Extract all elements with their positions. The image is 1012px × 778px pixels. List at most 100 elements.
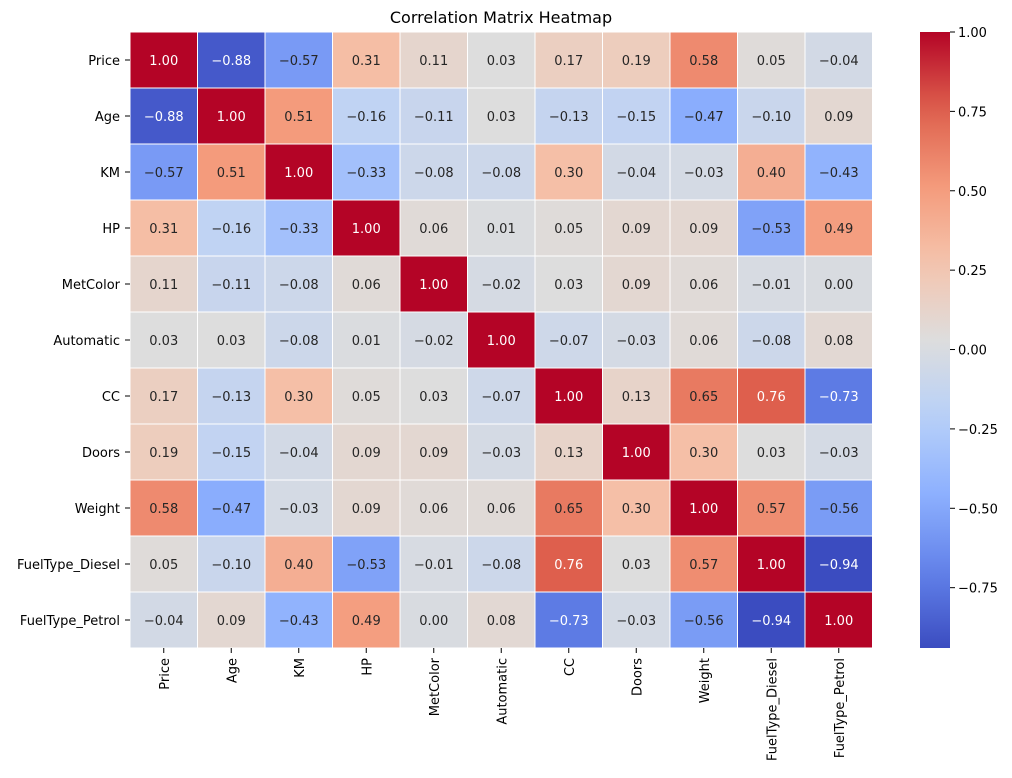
cell-value-label: 0.08 [824,334,853,349]
cell-value-label: −0.08 [481,166,521,181]
colorbar-tick-label: 0.25 [958,264,987,279]
cell-value-label: 0.00 [419,614,448,629]
cell-value-label: 0.13 [622,390,651,405]
heatmap-cell [399,143,468,201]
heatmap-cell [332,535,401,593]
cell-value-label: −0.02 [481,278,521,293]
cell-value-label: −0.02 [414,334,454,349]
cell-value-label: 0.09 [352,446,381,461]
cell-value-label: −0.11 [211,278,251,293]
cell-value-label: −0.07 [549,334,589,349]
y-tick-label: Age [95,110,120,125]
cell-value-label: 0.13 [554,446,583,461]
heatmap-cell [737,479,806,537]
heatmap-cell [399,87,468,145]
x-tick-label: Age [225,658,240,683]
colorbar-tick-label: 0.75 [958,105,987,120]
cell-value-label: 0.09 [824,110,853,125]
cell-value-label: −0.03 [279,502,319,517]
cell-value-label: 0.09 [689,222,718,237]
cell-value-label: −0.13 [211,390,251,405]
colorbar: 1.00 0.75 0.50 0.25 0.00 −0.25 −0.50 −0.75 [920,26,998,648]
heatmap-cell [129,31,198,89]
cell-value-label: −0.33 [279,222,319,237]
heatmap-cell [129,87,198,145]
cell-value-label: −0.08 [279,334,319,349]
heatmap-cell [129,367,198,425]
heatmap-cell [669,591,738,649]
cell-value-label: −0.33 [346,166,386,181]
heatmap-cell [264,367,333,425]
heatmap-cell [602,31,671,89]
heatmap-cell [264,535,333,593]
heatmap-cell [467,31,536,89]
heatmap-cell [197,31,266,89]
heatmap-cell [737,591,806,649]
heatmap-cell [129,255,198,313]
cell-value-label: 0.03 [149,334,178,349]
x-tick-label: FuelType_Diesel [765,658,780,761]
cell-value-label: −0.04 [616,166,656,181]
colorbar-tick-label: 0.00 [958,344,987,359]
cell-value-label: 0.31 [352,54,381,69]
heatmap-cell [804,31,873,89]
heatmap-cell [534,423,603,481]
cell-value-label: 0.30 [622,502,651,517]
cell-value-label: −0.03 [684,166,724,181]
heatmap-cell [534,255,603,313]
colorbar-tick-label: −0.50 [958,502,998,517]
heatmap-cell [804,535,873,593]
heatmap-cell [669,87,738,145]
cell-value-label: 0.03 [217,334,246,349]
heatmap-cell [804,143,873,201]
heatmap-cell [197,591,266,649]
cell-value-label: −0.01 [751,278,791,293]
cell-value-label: 0.01 [487,222,516,237]
y-tick-label: MetColor [62,278,121,293]
cell-value-label: −0.03 [616,334,656,349]
heatmap-cell [534,479,603,537]
cell-value-label: −0.08 [481,558,521,573]
heatmap-cell [399,423,468,481]
cell-value-label: −0.03 [819,446,859,461]
cell-value-label: 0.05 [352,390,381,405]
cell-value-label: 0.05 [554,222,583,237]
heatmap-cell [264,87,333,145]
cell-value-label: −0.88 [144,110,184,125]
cell-value-label: 0.51 [217,166,246,181]
cell-value-label: −0.88 [211,54,251,69]
heatmap-cell [737,255,806,313]
cell-value-label: 0.03 [757,446,786,461]
heatmap-cell [197,423,266,481]
y-tick-label: FuelType_Diesel [17,558,120,573]
cell-value-label: −0.47 [211,502,251,517]
cell-value-label: 1.00 [352,222,381,237]
heatmap-cell [467,423,536,481]
colorbar-tick-label: −0.75 [958,582,998,597]
cell-value-label: −0.03 [616,614,656,629]
heatmap-cell [264,31,333,89]
heatmap-cell [332,199,401,257]
cell-value-label: 0.65 [554,502,583,517]
cell-value-label: 1.00 [554,390,583,405]
cell-value-label: −0.56 [684,614,724,629]
cell-value-label: 0.58 [689,54,718,69]
cell-value-label: −0.57 [279,54,319,69]
heatmap-cell [602,423,671,481]
row-labels: Price Age KM HP MetColor Automatic CC Doors Weig… [17,54,130,629]
cell-value-label: 0.19 [622,54,651,69]
cell-value-label: −0.04 [279,446,319,461]
cell-value-label: −0.47 [684,110,724,125]
cell-value-label: 0.11 [149,278,178,293]
cell-value-label: 0.06 [487,502,516,517]
y-tick-label: Doors [82,446,120,461]
cell-value-label: −0.01 [414,558,454,573]
heatmap-cell [737,367,806,425]
colorbar-tick-label: −0.25 [958,423,998,438]
heatmap-cell [804,199,873,257]
heatmap-cell [399,535,468,593]
y-tick-label: Weight [75,502,120,517]
heatmap-cell [737,423,806,481]
heatmap-cell [804,311,873,369]
cell-value-label: 0.03 [487,54,516,69]
